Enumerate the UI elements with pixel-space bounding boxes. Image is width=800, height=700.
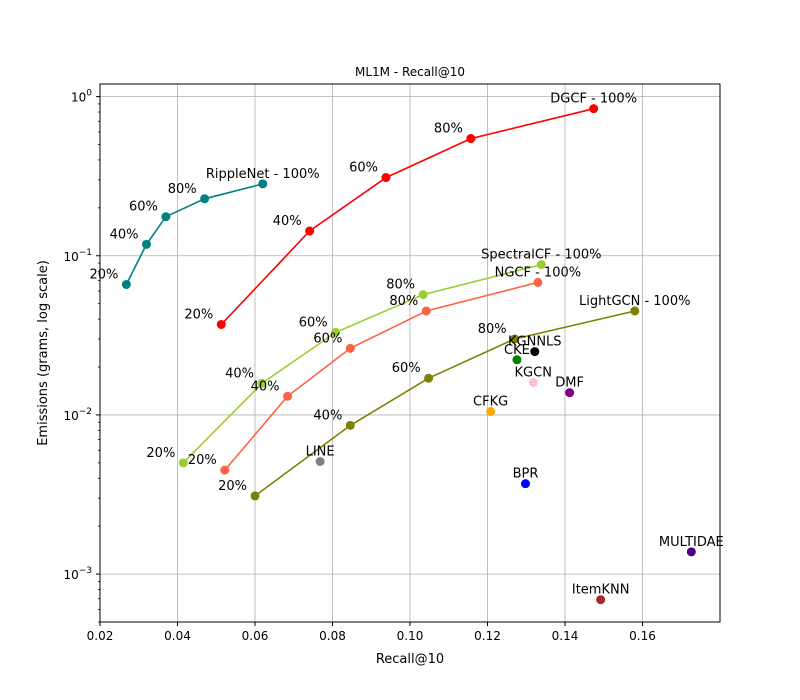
x-tick-label: 0.12 — [474, 629, 501, 643]
grid-layer — [99, 84, 720, 622]
series-point — [305, 226, 315, 236]
x-tick-label: 0.04 — [164, 629, 191, 643]
series-end-label: DGCF - 100% — [550, 92, 637, 107]
chart-title: ML1M - Recall@10 — [355, 65, 465, 79]
series-point — [630, 306, 640, 316]
model-point — [686, 547, 696, 557]
series-point — [220, 465, 230, 475]
percent-label: 80% — [478, 322, 507, 337]
model-point — [528, 377, 538, 387]
y-tick-label: 10−3 — [63, 566, 92, 582]
percent-label: 40% — [225, 366, 254, 381]
percent-label: 60% — [313, 331, 342, 346]
model-label: KGNNLS — [508, 335, 562, 350]
percent-label: 80% — [389, 294, 418, 309]
series-point — [466, 134, 476, 144]
model-point — [512, 355, 522, 365]
series-point — [533, 277, 543, 287]
series-point — [424, 373, 434, 383]
percent-label: 20% — [218, 479, 247, 494]
series-point — [421, 306, 431, 316]
x-tick-label: 0.10 — [397, 629, 424, 643]
series-point — [200, 194, 210, 204]
series-point — [257, 378, 267, 388]
percent-label: 40% — [313, 408, 342, 423]
percent-label: 20% — [184, 307, 213, 322]
series-point — [121, 279, 131, 289]
model-point — [520, 479, 530, 489]
series-point — [345, 420, 355, 430]
series-point — [283, 391, 293, 401]
y-axis-label: Emissions (grams, log scale) — [36, 260, 51, 446]
point-labels: 20% 40% 60% 80% RippleNet - 100% 20% 40% 60% 80%… — [89, 92, 723, 598]
series-point — [161, 212, 171, 222]
series-end-label: RippleNet - 100% — [206, 167, 320, 182]
series-point — [250, 491, 260, 501]
percent-label: 80% — [386, 278, 415, 293]
model-label: DMF — [555, 376, 584, 391]
model-label: MULTIDAE — [659, 535, 724, 550]
x-tick-label: 0.02 — [87, 629, 114, 643]
model-label: CFKG — [473, 395, 508, 410]
x-tick-label: 0.14 — [552, 629, 579, 643]
axis-ticks: 0.02 0.04 0.06 0.08 0.10 0.12 0.14 0.16 10−3 10−2… — [63, 89, 655, 643]
series-point — [536, 260, 546, 270]
series-point — [381, 173, 391, 183]
x-tick-label: 0.16 — [629, 629, 656, 643]
series-end-label: SpectralCF - 100% — [481, 248, 601, 263]
data-points — [121, 104, 696, 605]
percent-label: 40% — [251, 379, 280, 394]
model-point — [315, 456, 325, 466]
y-tick-label: 100 — [71, 89, 92, 105]
model-label: ItemKNN — [572, 583, 630, 598]
model-point — [530, 347, 540, 357]
series-point — [142, 239, 151, 249]
series-point — [510, 334, 520, 344]
percent-label: 60% — [392, 361, 421, 376]
x-tick-label: 0.06 — [242, 629, 269, 643]
model-label: LINE — [306, 444, 335, 459]
model-point — [596, 595, 606, 605]
percent-label: 60% — [299, 315, 328, 330]
x-axis-label: Recall@10 — [376, 652, 444, 667]
series-point — [345, 343, 355, 353]
percent-label: 20% — [188, 453, 217, 468]
series-point — [589, 104, 599, 114]
y-tick-label: 10−1 — [63, 248, 92, 264]
model-label: KGCN — [515, 365, 552, 380]
percent-label: 60% — [129, 200, 158, 215]
series-point — [258, 179, 268, 189]
percent-label: 80% — [168, 182, 197, 197]
model-point — [565, 388, 575, 398]
series-end-label: LightGCN - 100% — [579, 294, 690, 309]
series-point — [418, 290, 428, 300]
y-tick-label: 10−2 — [63, 407, 92, 423]
percent-label: 60% — [349, 161, 378, 176]
percent-label: 20% — [89, 267, 118, 282]
percent-label: 40% — [273, 214, 302, 229]
percent-label: 20% — [146, 446, 175, 461]
percent-label: 40% — [110, 227, 139, 242]
series-point — [216, 319, 226, 329]
model-point — [486, 407, 496, 417]
model-label: CKE — [504, 343, 530, 358]
x-tick-label: 0.08 — [319, 629, 346, 643]
series-point — [331, 327, 341, 337]
series-point — [178, 458, 188, 468]
series-end-label: NGCF - 100% — [495, 265, 581, 280]
percent-label: 80% — [434, 122, 463, 137]
model-label: BPR — [513, 467, 539, 482]
